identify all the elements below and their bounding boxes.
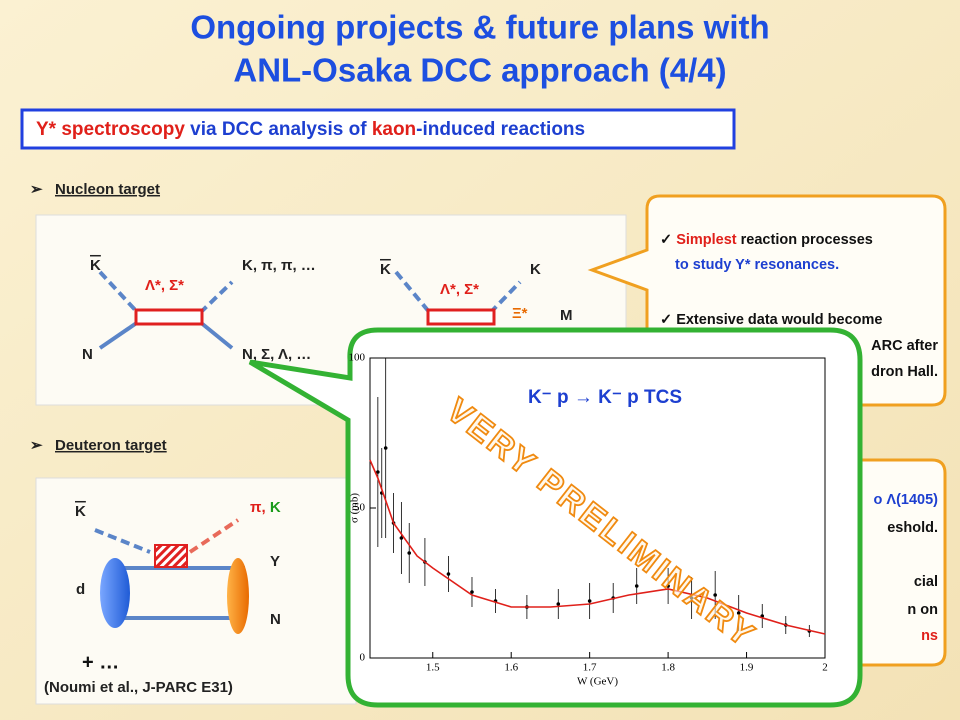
plot-title: K⁻ p → K⁻ p TCS <box>528 387 682 408</box>
y-tick-label: 100 <box>349 352 366 364</box>
label: K <box>90 257 101 274</box>
label: N, Σ, Λ, … <box>242 346 311 363</box>
data-point <box>446 572 451 576</box>
callout-text: ARC after <box>871 338 938 354</box>
callout-text: ✓ Simplest reaction processes <box>660 232 873 248</box>
label: Y <box>270 553 280 570</box>
label: Λ*, Σ* <box>145 277 184 294</box>
title-line: ANL-Osaka DCC approach (4/4) <box>233 52 726 89</box>
x-tick-label: 1.7 <box>583 662 597 674</box>
data-point <box>407 551 412 555</box>
section-heading: Nucleon target <box>55 181 160 198</box>
callout-text: cial <box>914 574 938 590</box>
x-tick-label: 1.9 <box>740 662 754 674</box>
callout-text: ns <box>921 628 938 644</box>
label: K <box>380 261 391 278</box>
data-point <box>587 599 592 603</box>
data-point <box>470 590 474 594</box>
bullet: ➢ <box>30 181 43 198</box>
data-point <box>383 446 388 450</box>
panel <box>35 477 357 705</box>
x-tick-label: 1.8 <box>661 662 675 674</box>
x-tick-label: 1.5 <box>426 662 440 674</box>
label: N <box>270 611 281 628</box>
label: + … <box>82 651 119 673</box>
label: M <box>560 307 573 324</box>
x-tick-label: 1.6 <box>504 662 518 674</box>
callout-text: dron Hall. <box>871 364 938 380</box>
title-line: Ongoing projects & future plans with <box>190 9 769 46</box>
section-heading: Deuteron target <box>55 437 167 454</box>
data-point <box>634 584 639 588</box>
x-axis-label: W (GeV) <box>577 676 618 688</box>
diagram <box>94 518 249 634</box>
plot-bubble <box>248 327 863 708</box>
label: N <box>82 346 93 363</box>
y-axis-label: σ (mb) <box>349 493 361 523</box>
label: Λ*, Σ* <box>440 281 479 298</box>
label: K, π, π, … <box>242 257 316 274</box>
label: K <box>75 503 86 520</box>
callout-text: n on <box>907 602 938 618</box>
banner <box>20 108 736 150</box>
callout-text: eshold. <box>887 520 938 536</box>
callout-text: o Λ(1405) <box>874 492 939 508</box>
label: K <box>530 261 541 278</box>
x-tick-label: 2 <box>822 662 828 674</box>
label: π, K <box>250 499 281 516</box>
data-point <box>399 536 404 540</box>
model-curve <box>369 459 826 635</box>
data-point <box>666 584 670 588</box>
y-tick-label: 0 <box>360 652 366 664</box>
data-point <box>376 470 380 474</box>
label: Ξ* <box>512 305 528 322</box>
data-point <box>713 593 717 597</box>
data-point <box>689 596 694 600</box>
y-tick-label: 50 <box>354 502 366 514</box>
callout-text: ✓ Extensive data would become <box>660 312 882 328</box>
reference: (Noumi et al., J-PARC E31) <box>44 679 233 696</box>
callout-text: to study Y* resonances. <box>675 257 839 273</box>
data-point <box>736 611 741 615</box>
label: d <box>76 581 85 598</box>
banner-text: Y* spectroscopy via DCC analysis of kaon… <box>36 119 585 140</box>
diagram <box>98 270 522 350</box>
data-point <box>556 602 561 606</box>
bullet: ➢ <box>30 437 43 454</box>
